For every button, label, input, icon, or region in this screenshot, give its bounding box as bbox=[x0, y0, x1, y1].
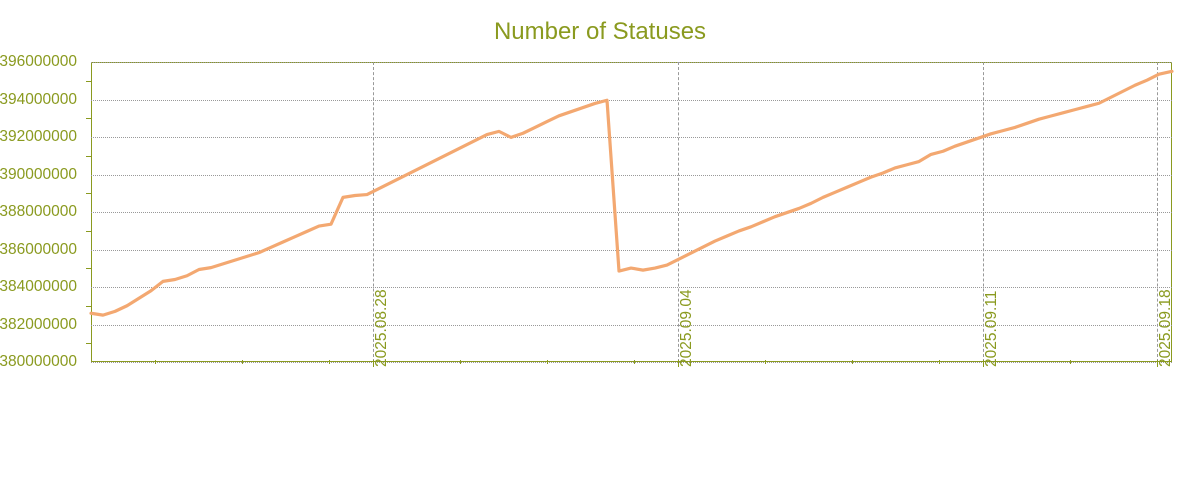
chart-title: Number of Statuses bbox=[0, 18, 1200, 46]
y-tick-label: 386000000 bbox=[0, 241, 77, 259]
y-tick-label: 390000000 bbox=[0, 166, 77, 184]
chart-line-series bbox=[91, 62, 1172, 362]
y-tick-label: 384000000 bbox=[0, 278, 77, 296]
gridline-horizontal bbox=[91, 362, 1172, 363]
plot-area: 396000000 394000000 392000000 390000000 … bbox=[91, 62, 1172, 362]
number-of-statuses-line bbox=[91, 71, 1172, 315]
y-tick-label: 392000000 bbox=[0, 128, 77, 146]
y-tick-label: 396000000 bbox=[0, 53, 77, 71]
chart-container: Number of Statuses 396000000 394000000 3… bbox=[0, 0, 1200, 500]
y-tick-label: 380000000 bbox=[0, 353, 77, 371]
y-tick-label: 394000000 bbox=[0, 91, 77, 109]
y-tick-label: 382000000 bbox=[0, 316, 77, 334]
y-tick-label: 388000000 bbox=[0, 203, 77, 221]
